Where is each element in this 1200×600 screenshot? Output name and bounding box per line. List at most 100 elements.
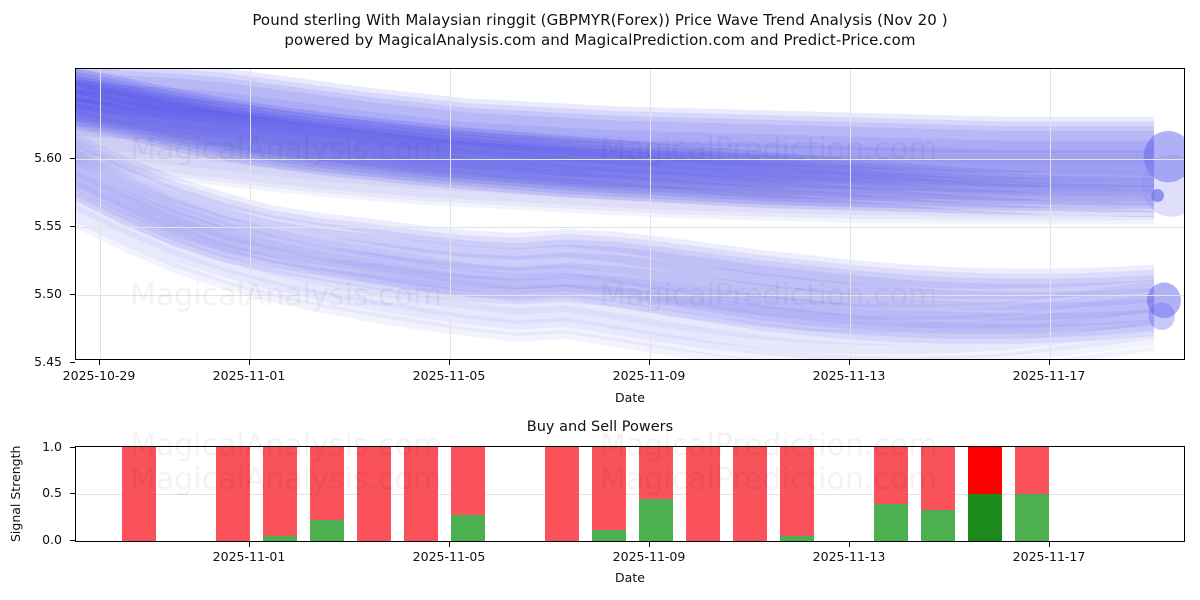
price-gridline-h [76, 159, 1184, 160]
price-x-tick [1049, 360, 1050, 365]
price-gridline-v [650, 69, 651, 359]
price-x-tick [649, 360, 650, 365]
wave-ribbon [76, 69, 1155, 173]
signal-bar[interactable] [592, 447, 626, 541]
wave-ribbon [76, 69, 1155, 163]
power-x-tick-label: 2025-11-05 [412, 549, 486, 564]
power-x-axis-title: Date [615, 570, 645, 585]
signal-bar[interactable] [780, 447, 814, 541]
power-x-tick-label: 2025-11-01 [212, 549, 286, 564]
wave-ribbon [76, 115, 1155, 217]
sell-power-segment [780, 447, 814, 537]
price-x-tick [249, 360, 250, 365]
price-x-tick-label: 2025-11-05 [412, 368, 486, 383]
price-gridline-v [1050, 69, 1051, 359]
signal-bar[interactable] [216, 447, 250, 541]
sell-power-segment [733, 447, 767, 541]
signal-bar[interactable] [404, 447, 438, 541]
signal-bar[interactable] [733, 447, 767, 541]
wave-ribbon [76, 158, 1155, 320]
wave-ribbon [76, 123, 1155, 221]
wave-ribbon [76, 131, 1155, 225]
price-x-tick [849, 360, 850, 365]
power-y-tick [70, 493, 75, 494]
wave-ribbon [76, 179, 1155, 355]
price-x-tick-label: 2025-11-13 [812, 368, 886, 383]
sell-power-segment [639, 447, 673, 499]
signal-bar[interactable] [639, 447, 673, 541]
price-x-tick-label: 2025-11-17 [1012, 368, 1086, 383]
wave-ribbon [76, 96, 1155, 210]
price-y-tick [70, 158, 75, 159]
sell-power-segment [968, 447, 1002, 494]
price-gridline-v [250, 69, 251, 359]
power-x-tick-label: 2025-11-13 [812, 549, 886, 564]
price-x-tick-label: 2025-11-09 [612, 368, 686, 383]
power-y-tick-label: 1.0 [42, 439, 62, 454]
wave-ribbon [76, 89, 1155, 206]
wave-ribbon [76, 168, 1155, 334]
chart-title-block: Pound sterling With Malaysian ringgit (G… [0, 10, 1200, 50]
wave-ribbon [76, 103, 1155, 213]
wave-ribbon [76, 134, 1155, 289]
power-x-tick-label: 2025-11-17 [1012, 549, 1086, 564]
signal-bar[interactable] [451, 447, 485, 541]
buy-power-segment [874, 504, 908, 541]
power-y-axis-title: Signal Strength [8, 445, 23, 542]
page-title: Pound sterling With Malaysian ringgit (G… [252, 11, 948, 29]
wave-band-mid-descending-band [76, 134, 1181, 345]
signal-bar[interactable] [921, 447, 955, 541]
wave-ribbon [76, 82, 1155, 203]
signal-bar[interactable] [686, 447, 720, 541]
signal-bar[interactable] [968, 447, 1002, 541]
power-x-tick [649, 542, 650, 547]
signal-bar[interactable] [1015, 447, 1049, 541]
signal-bar[interactable] [545, 447, 579, 541]
signal-bar[interactable] [122, 447, 156, 541]
signal-bar[interactable] [263, 447, 297, 541]
wave-ribbon [76, 149, 1155, 321]
sell-power-segment [310, 447, 344, 521]
wave-ribbon [76, 69, 1155, 154]
sell-power-segment [263, 447, 297, 537]
price-wave-bands [76, 69, 1184, 359]
wave-band-cap [1143, 130, 1184, 183]
sell-power-segment [122, 447, 156, 541]
buy-power-segment [1015, 494, 1049, 541]
wave-band-cap [1151, 188, 1164, 203]
buy-power-segment [780, 536, 814, 541]
wave-ribbon [76, 78, 1155, 188]
buy-power-segment [451, 514, 485, 541]
buy-power-segment [592, 529, 626, 541]
sell-power-segment [404, 447, 438, 541]
wave-band-lower-fan-band [76, 152, 1175, 359]
power-x-tick [1049, 542, 1050, 547]
price-x-axis-title: Date [615, 390, 645, 405]
sell-power-segment [545, 447, 579, 541]
wave-ribbon [76, 189, 1155, 345]
wave-ribbon [76, 69, 1155, 183]
price-gridline-v [100, 69, 101, 359]
buy-power-segment [639, 498, 673, 541]
wave-ribbon [76, 98, 1155, 197]
price-wave-chart [75, 68, 1185, 360]
power-y-tick [70, 447, 75, 448]
sell-power-segment [592, 447, 626, 530]
price-y-tick [70, 362, 75, 363]
price-gridline-h [76, 295, 1184, 296]
price-gridline-v [450, 69, 451, 359]
price-gridline-v [850, 69, 851, 359]
sell-power-segment [216, 447, 250, 541]
wave-ribbon [76, 75, 1155, 188]
sell-power-segment [1015, 447, 1049, 494]
price-x-tick [449, 360, 450, 365]
signal-bar[interactable] [357, 447, 391, 541]
power-x-tick-label: 2025-11-09 [612, 549, 686, 564]
wave-ribbon [76, 157, 1155, 329]
sell-power-segment [451, 447, 485, 515]
signal-bar[interactable] [874, 447, 908, 541]
signal-bar[interactable] [310, 447, 344, 541]
wave-band-cap [1148, 302, 1175, 330]
price-gridline-h [76, 227, 1184, 228]
